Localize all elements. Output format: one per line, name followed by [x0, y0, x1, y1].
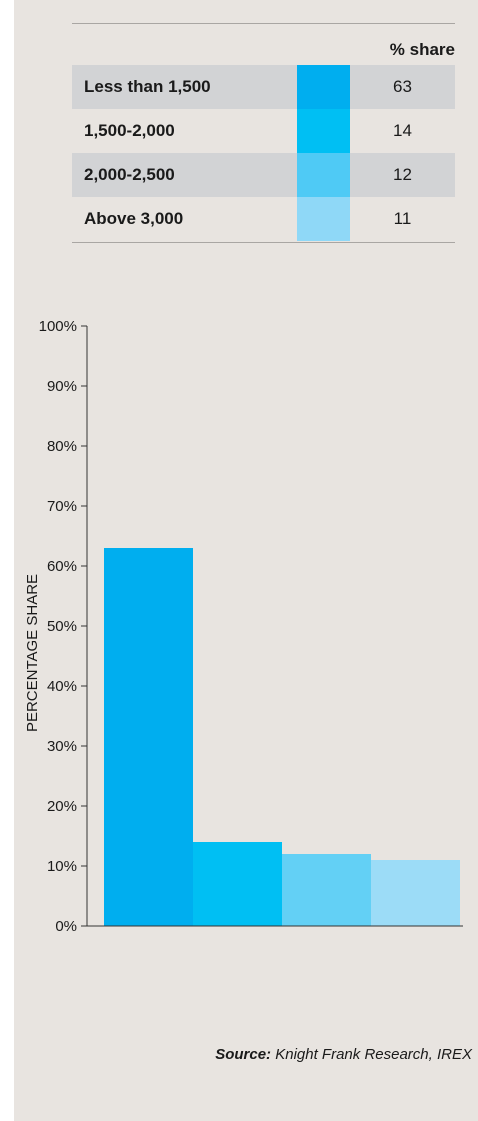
bar-3: [282, 854, 371, 926]
y-tick-label: 40%: [47, 678, 77, 695]
row-label: Above 3,000: [84, 209, 184, 228]
bar-2: [193, 842, 282, 926]
y-axis-label: PERCENTAGE SHARE: [24, 574, 41, 732]
source-text: Knight Frank Research, IREX: [275, 1046, 472, 1063]
row-value: 14: [393, 121, 412, 140]
source-note: Source: Knight Frank Research, IREX: [215, 1046, 472, 1063]
y-tick-label: 70%: [47, 498, 77, 515]
color-swatch: [297, 65, 350, 109]
color-swatch: [297, 153, 350, 197]
bar-1: [104, 548, 193, 926]
row-value: 12: [393, 165, 412, 184]
y-tick-label: 80%: [47, 438, 77, 455]
table-row: 2,000-2,500 12: [72, 153, 455, 197]
table-row: Above 3,000 11: [72, 197, 455, 241]
y-tick-label: 30%: [47, 738, 77, 755]
y-tick-label: 90%: [47, 378, 77, 395]
color-swatch: [297, 109, 350, 153]
bar-4: [371, 860, 460, 926]
y-tick-label: 20%: [47, 798, 77, 815]
row-label: 2,000-2,500: [84, 165, 175, 184]
share-column-header: % share: [389, 40, 455, 59]
table-top-rule: [72, 23, 455, 24]
row-value: 63: [393, 77, 412, 96]
color-swatch: [297, 197, 350, 241]
y-tick-label: 100%: [39, 318, 77, 335]
table-bottom-rule: [72, 242, 455, 243]
y-tick-label: 50%: [47, 618, 77, 635]
y-tick-label: 0%: [55, 918, 77, 935]
row-label: Less than 1,500: [84, 77, 211, 96]
table-row: 1,500-2,000 14: [72, 109, 455, 153]
y-tick-label: 60%: [47, 558, 77, 575]
source-label: Source:: [215, 1046, 272, 1063]
row-label: 1,500-2,000: [84, 121, 175, 140]
y-tick-label: 10%: [47, 858, 77, 875]
row-value: 11: [393, 209, 412, 228]
table-row: Less than 1,500 63: [72, 65, 455, 109]
